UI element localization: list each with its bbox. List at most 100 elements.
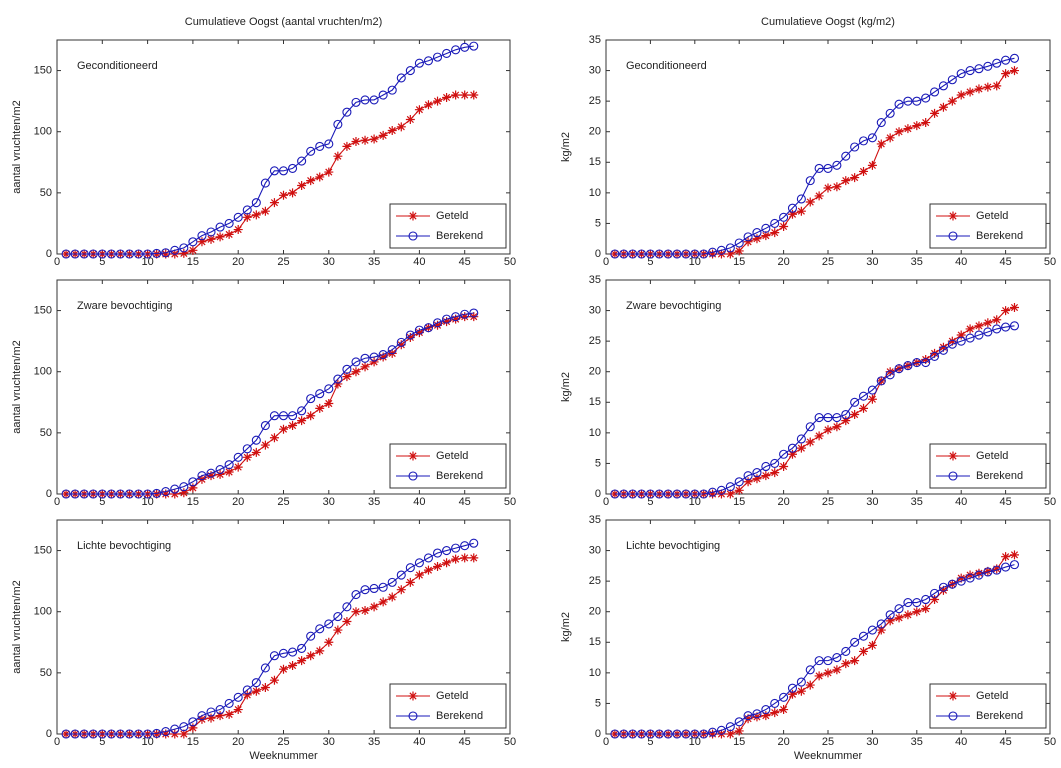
marker-circle — [387, 85, 397, 95]
marker-star — [251, 447, 261, 457]
marker-star — [894, 127, 904, 137]
y-tick-label: 5 — [595, 217, 601, 229]
marker-star — [179, 248, 189, 258]
marker-star — [279, 424, 288, 434]
marker-circle — [636, 249, 647, 259]
subplot: 0 5 10 15 20 25 30 35 40 45 50 0 50 100 150 Zware bevoc… — [11, 279, 516, 508]
marker-circle — [628, 729, 638, 739]
marker-circle — [876, 619, 886, 629]
marker-circle — [306, 631, 316, 641]
marker-circle — [106, 489, 116, 499]
marker-circle — [761, 461, 771, 472]
marker-circle — [170, 724, 180, 734]
marker-circle — [423, 553, 434, 563]
marker-circle — [699, 729, 709, 739]
marker-circle — [787, 203, 798, 213]
marker-circle — [260, 420, 270, 431]
marker-circle — [396, 73, 406, 83]
marker-star — [761, 231, 771, 241]
marker-circle — [97, 249, 107, 259]
y-tick-label: 150 — [34, 544, 52, 556]
marker-star — [1009, 303, 1019, 313]
marker-star — [992, 315, 1002, 325]
marker-circle — [408, 711, 418, 721]
x-tick-label: 30 — [866, 496, 878, 508]
marker-circle — [369, 583, 379, 594]
marker-star — [306, 411, 316, 421]
x-tick-label: 15 — [187, 736, 199, 748]
y-tick-label: 0 — [46, 248, 52, 260]
y-axis-label: aantal vruchten/m2 — [11, 340, 23, 434]
marker-circle — [663, 249, 673, 259]
marker-circle — [734, 238, 744, 248]
y-tick-label: 0 — [595, 488, 601, 500]
marker-star — [974, 84, 984, 94]
marker-circle — [948, 711, 958, 721]
marker-circle — [251, 678, 261, 688]
x-tick-label: 45 — [459, 496, 471, 508]
marker-star — [333, 151, 343, 161]
subplot: 0 5 10 15 20 25 30 35 40 45 50 0 5 10 15 20 25 30 35 Cumula… — [560, 16, 1056, 268]
marker-circle — [297, 643, 307, 653]
marker-circle — [610, 729, 620, 739]
marker-star — [396, 585, 406, 595]
marker-star — [956, 330, 966, 340]
marker-star — [983, 82, 993, 92]
marker-star — [197, 237, 207, 247]
x-tick-label: 50 — [504, 736, 516, 748]
x-tick-label: 0 — [54, 496, 60, 508]
marker-circle — [965, 333, 975, 343]
marker-circle — [876, 117, 886, 128]
y-tick-label: 100 — [34, 366, 52, 378]
marker-star — [152, 489, 162, 499]
marker-circle — [716, 485, 726, 495]
marker-circle — [619, 249, 629, 259]
y-tick-label: 10 — [589, 667, 601, 679]
marker-circle — [79, 729, 89, 739]
subplot: 0 5 10 15 20 25 30 35 40 45 50 0 5 10 15 20 25 30 35 Zware … — [560, 274, 1056, 508]
marker-star — [734, 726, 744, 736]
y-tick-label: 15 — [589, 156, 601, 168]
marker-star — [224, 229, 234, 239]
marker-star — [876, 139, 886, 149]
marker-star — [179, 488, 189, 498]
marker-star — [1001, 69, 1011, 79]
marker-circle — [324, 384, 334, 394]
marker-circle — [894, 604, 904, 614]
marker-circle — [133, 489, 144, 499]
y-axis-label: aantal vruchten/m2 — [11, 580, 23, 674]
marker-star — [206, 471, 216, 481]
marker-star — [433, 561, 443, 571]
marker-circle — [885, 610, 895, 620]
marker-star — [903, 124, 913, 134]
marker-star — [215, 711, 225, 721]
marker-star — [796, 686, 806, 696]
marker-star — [170, 729, 180, 739]
marker-star — [894, 613, 904, 623]
marker-circle — [983, 61, 993, 71]
marker-star — [433, 320, 443, 330]
marker-star — [1009, 66, 1019, 76]
marker-star — [805, 197, 815, 207]
y-tick-label: 50 — [40, 187, 52, 199]
marker-star — [423, 100, 433, 110]
marker-circle — [858, 391, 869, 401]
marker-circle — [188, 237, 198, 247]
y-tick-label: 30 — [589, 64, 601, 76]
marker-circle — [278, 648, 289, 658]
y-tick-label: 30 — [589, 544, 601, 556]
marker-circle — [743, 711, 753, 721]
marker-star — [315, 403, 325, 413]
marker-star — [859, 646, 869, 656]
marker-circle — [179, 482, 189, 492]
marker-star — [206, 234, 216, 244]
marker-star — [342, 616, 352, 626]
marker-circle — [206, 468, 216, 478]
y-tick-label: 5 — [595, 457, 601, 469]
annotation: Zware bevochtiging — [626, 300, 721, 312]
legend — [929, 683, 1047, 729]
x-tick-label: 0 — [603, 736, 609, 748]
marker-circle — [832, 160, 842, 170]
marker-circle — [610, 249, 620, 259]
marker-circle — [333, 374, 343, 384]
